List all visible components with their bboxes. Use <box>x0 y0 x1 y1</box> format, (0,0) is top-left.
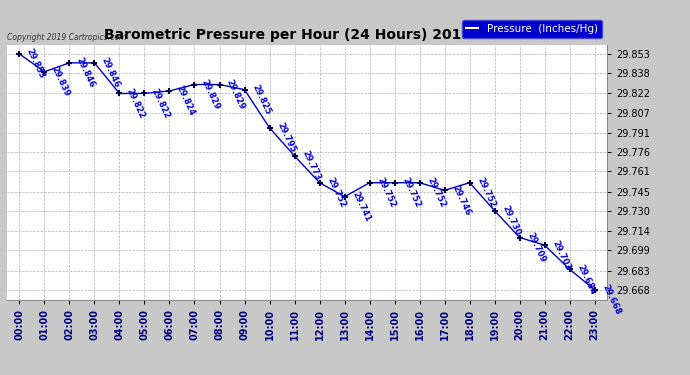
Text: 29.746: 29.746 <box>450 184 472 217</box>
Text: 29.668: 29.668 <box>600 283 622 316</box>
Text: 29.752: 29.752 <box>325 176 347 209</box>
Text: 29.752: 29.752 <box>375 176 397 209</box>
Text: 29.825: 29.825 <box>250 83 272 116</box>
Text: 29.839: 29.839 <box>50 65 72 98</box>
Text: 29.829: 29.829 <box>225 78 247 111</box>
Legend: Pressure  (Inches/Hg): Pressure (Inches/Hg) <box>462 20 602 38</box>
Text: Copyright 2019 Cartropics.com: Copyright 2019 Cartropics.com <box>7 33 126 42</box>
Text: 29.846: 29.846 <box>75 56 97 89</box>
Text: 29.752: 29.752 <box>400 176 422 209</box>
Text: 29.822: 29.822 <box>125 87 147 120</box>
Text: 29.709: 29.709 <box>525 231 547 264</box>
Text: 29.853: 29.853 <box>25 47 47 80</box>
Text: 29.752: 29.752 <box>425 176 447 209</box>
Text: 29.684: 29.684 <box>575 263 597 296</box>
Title: Barometric Pressure per Hour (24 Hours) 20191213: Barometric Pressure per Hour (24 Hours) … <box>104 28 510 42</box>
Text: 29.846: 29.846 <box>100 56 122 89</box>
Text: 29.773: 29.773 <box>300 149 322 182</box>
Text: 29.829: 29.829 <box>200 78 222 111</box>
Text: 29.822: 29.822 <box>150 87 172 120</box>
Text: 29.703: 29.703 <box>550 238 572 272</box>
Text: 29.752: 29.752 <box>475 176 497 209</box>
Text: 29.795: 29.795 <box>275 121 297 154</box>
Text: 29.824: 29.824 <box>175 84 197 117</box>
Text: 29.741: 29.741 <box>350 190 372 223</box>
Text: 29.730: 29.730 <box>500 204 522 237</box>
